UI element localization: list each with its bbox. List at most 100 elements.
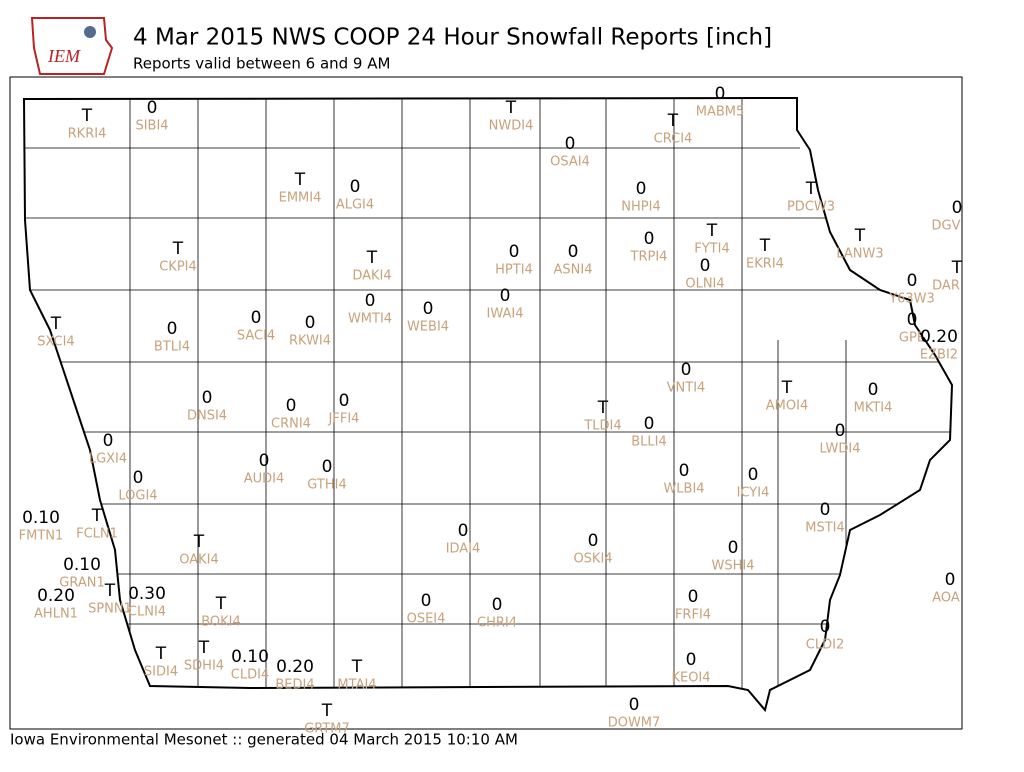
station-value: 0	[147, 98, 158, 118]
station-id: ALGI4	[336, 198, 374, 213]
station-id: SPNN1	[88, 602, 132, 617]
station-id: ICYI4	[737, 486, 770, 501]
station-value: 0	[644, 229, 655, 249]
station-value: 0	[728, 538, 739, 558]
station-value: T	[805, 179, 817, 199]
station-value: 0	[259, 451, 270, 471]
station-id: BOKI4	[201, 615, 241, 630]
station-value: T	[854, 226, 866, 246]
station-value: 0	[339, 391, 350, 411]
station-id: DOWM7	[608, 716, 661, 731]
station-value: 0	[588, 531, 599, 551]
station-value: 0	[686, 650, 697, 670]
station-id: DAKI4	[352, 269, 391, 284]
station-id: CRCI4	[654, 132, 693, 147]
station-id: TRPI4	[630, 250, 668, 265]
station-value: 0	[167, 319, 178, 339]
station-value: 0	[103, 431, 114, 451]
station-value: T	[81, 106, 93, 126]
station-id: AOA	[932, 591, 960, 606]
station-id: GRAN1	[59, 576, 104, 591]
station-id: PDCW3	[787, 200, 835, 215]
subtitle: Reports valid between 6 and 9 AM	[133, 55, 390, 73]
station-value: 0	[500, 286, 511, 306]
station-id: CRNI4	[271, 417, 311, 432]
station-value: 0	[679, 461, 690, 481]
station-value: 0	[202, 388, 213, 408]
station-id: WSHI4	[712, 559, 755, 574]
station-id: IWAI4	[487, 307, 524, 322]
station-value: 0	[644, 414, 655, 434]
station-id: EZBI2	[920, 348, 958, 363]
station-value: T	[667, 111, 679, 131]
station-id: OLNI4	[685, 277, 724, 292]
station-value: 0	[509, 242, 520, 262]
station-value: 0	[565, 134, 576, 154]
station-value: 0	[629, 695, 640, 715]
station-id: ASNI4	[554, 263, 593, 278]
station-value: 0	[423, 299, 434, 319]
station-value: 0	[251, 308, 262, 328]
station-value: 0.30	[128, 584, 166, 604]
station-id: Y63W3	[888, 292, 935, 307]
station-value: T	[597, 398, 609, 418]
station-value: T	[505, 98, 517, 118]
station-value: 0	[133, 468, 144, 488]
station-id: SDHI4	[184, 659, 224, 674]
station-id: WLBI4	[663, 482, 704, 497]
map-frame	[9, 76, 963, 730]
station-id: FMTN1	[19, 529, 64, 544]
station-id: OSEI4	[407, 612, 446, 627]
station-id: CHRI4	[477, 616, 517, 631]
station-value: 0	[365, 291, 376, 311]
station-id: MSTI4	[805, 521, 845, 536]
station-value: T	[366, 248, 378, 268]
station-id: KEOI4	[671, 671, 710, 686]
station-value: 0.10	[22, 508, 60, 528]
station-value: 0	[688, 587, 699, 607]
station-value: 0	[286, 396, 297, 416]
station-id: AMOI4	[766, 399, 808, 414]
station-id: IDAI4	[446, 542, 481, 557]
station-id: AUDI4	[244, 472, 285, 487]
station-id: HPTI4	[495, 263, 533, 278]
station-value: T	[781, 378, 793, 398]
station-value: T	[91, 506, 103, 526]
station-value: T	[198, 638, 210, 658]
station-value: T	[706, 221, 718, 241]
station-id: LWDI4	[819, 442, 860, 457]
station-value: 0.20	[37, 586, 75, 606]
station-id: OSAI4	[550, 155, 590, 170]
station-value: 0	[820, 500, 831, 520]
station-id: SXCI4	[37, 335, 74, 350]
station-id: NWDI4	[489, 119, 534, 134]
station-value: 0.10	[63, 555, 101, 575]
station-value: 0	[458, 521, 469, 541]
station-id: CKPI4	[159, 260, 197, 275]
station-id: SACI4	[237, 329, 275, 344]
station-value: T	[172, 239, 184, 259]
station-value: T	[193, 532, 205, 552]
station-id: NHPI4	[621, 200, 660, 215]
station-value: 0	[492, 595, 503, 615]
station-value: 0	[715, 84, 726, 104]
station-value: 0	[305, 313, 316, 333]
station-value: T	[104, 581, 116, 601]
station-id: GPE	[899, 331, 925, 346]
county-lines	[24, 99, 952, 700]
station-value: T	[951, 258, 963, 278]
station-value: 0	[636, 179, 647, 199]
station-id: EMMI4	[279, 191, 322, 206]
station-value: 0	[868, 380, 879, 400]
station-value: T	[759, 236, 771, 256]
station-value: 0	[568, 242, 579, 262]
station-value: 0	[350, 177, 361, 197]
station-id: MKTI4	[854, 401, 893, 416]
station-id: TLDI4	[583, 419, 621, 434]
station-value: 0	[681, 360, 692, 380]
station-id: JFFI4	[328, 412, 360, 427]
station-id: GRTM7	[304, 722, 350, 737]
station-id: WEBI4	[407, 320, 449, 335]
